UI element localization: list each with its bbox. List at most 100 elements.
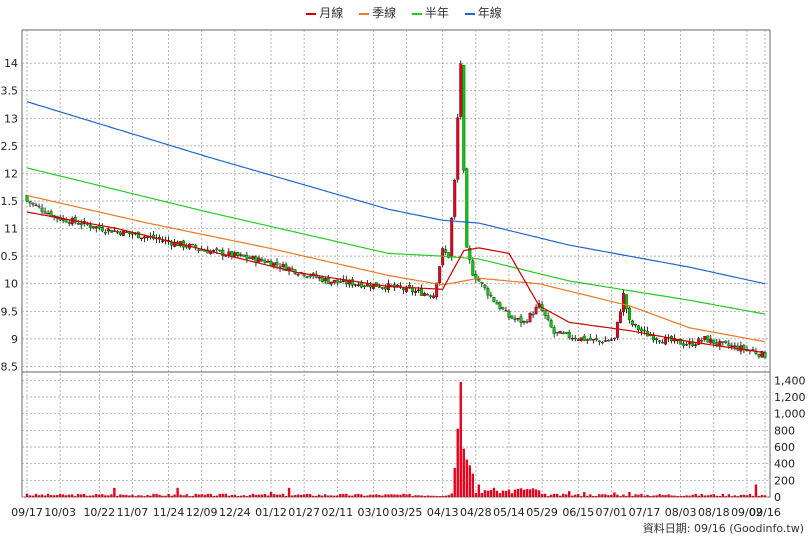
volume-bar [284, 496, 288, 497]
volume-bar [513, 489, 517, 497]
volume-bar [182, 495, 185, 497]
candle-body [396, 284, 399, 287]
candle-body [564, 332, 568, 334]
candle-body [712, 339, 716, 344]
candle-body [161, 240, 165, 242]
candle-body [543, 310, 547, 316]
candle-body [480, 282, 484, 284]
volume-bar [119, 494, 122, 497]
volume-bar [321, 495, 324, 497]
candle-body [525, 321, 529, 323]
volume-bar [369, 494, 372, 497]
volume-bar [239, 495, 243, 497]
volume-bar [293, 495, 297, 497]
candle-body [688, 342, 692, 345]
volume-bar [176, 487, 179, 497]
candle-body [423, 293, 427, 296]
volume-bar [558, 495, 562, 497]
volume-bar [152, 493, 155, 497]
volume-bar [260, 494, 264, 497]
volume-bar [721, 493, 725, 497]
volume-bar [754, 484, 758, 497]
price-tick-label: 13 [4, 112, 18, 125]
candle-body [426, 293, 430, 296]
volume-bar [528, 489, 532, 497]
candle-body [137, 231, 140, 239]
volume-bar [399, 494, 402, 497]
volume-bar [435, 495, 438, 497]
volume-bar [61, 494, 65, 497]
volume-bar [682, 495, 685, 497]
candle-body [600, 341, 604, 344]
candle-body [477, 279, 481, 282]
volume-bar [637, 494, 640, 497]
candle-body [495, 302, 499, 305]
volume-bar [568, 491, 571, 497]
candle-body [588, 337, 592, 341]
candle-body [140, 237, 143, 239]
candle-body [236, 252, 240, 256]
volume-bar [89, 495, 92, 497]
volume-bar [206, 493, 209, 497]
candle-body [362, 285, 366, 287]
volume-bar [179, 494, 182, 497]
volume-bar [580, 496, 583, 497]
candle-body [269, 260, 273, 267]
volume-bar [281, 493, 285, 497]
volume-bar [718, 495, 722, 497]
candle-body [284, 264, 288, 271]
volume-bar [664, 495, 667, 497]
volume-bar [360, 494, 363, 497]
volume-bar [143, 496, 146, 497]
candle-body [296, 274, 300, 276]
volume-bar [387, 494, 390, 497]
candle-body [579, 337, 583, 341]
volume-bar [330, 495, 333, 497]
candle-body [46, 212, 50, 215]
volume-bar [110, 494, 113, 497]
volume-bar [390, 494, 393, 497]
volume-bar [125, 494, 128, 497]
price-tick-label: 12 [4, 167, 18, 180]
candle-body [73, 216, 77, 223]
volume-bar [173, 494, 176, 497]
candle-body [739, 345, 743, 352]
candle-body [245, 254, 249, 259]
volume-bar [375, 494, 378, 497]
candle-body [724, 340, 728, 343]
candle-body [706, 335, 710, 343]
candle-body [715, 342, 719, 345]
ma-year-line [26, 101, 766, 285]
legend-year-label: 年線 [477, 6, 502, 20]
volume-bar [549, 494, 553, 497]
volume-bar [571, 495, 574, 497]
volume-tick-label: 200 [774, 474, 795, 487]
candle-body [323, 278, 327, 282]
volume-bar [257, 494, 261, 497]
volume-bar [486, 490, 490, 497]
candle-body [534, 307, 538, 315]
volume-bar [471, 473, 475, 497]
candle-body [218, 249, 222, 252]
candle-body [447, 252, 451, 258]
candle-body [275, 262, 279, 266]
volume-bar [736, 496, 740, 497]
volume-bar [441, 495, 444, 497]
volume-bar [610, 494, 613, 497]
volume-bar [354, 494, 357, 497]
volume-bar [646, 494, 649, 497]
ma-quarter-line [26, 194, 766, 343]
candle-body [242, 254, 246, 257]
candle-body [402, 288, 405, 291]
volume-bar [477, 484, 481, 497]
candle-body [317, 277, 321, 279]
volume-bar [263, 493, 267, 497]
candle-body [549, 320, 553, 328]
volume-bar [170, 495, 173, 497]
volume-bar [420, 495, 423, 497]
price-tick-label: 11.5 [0, 195, 18, 208]
volume-bar [155, 493, 158, 497]
candle-body [266, 260, 270, 263]
volume-bar [242, 495, 246, 497]
date-tick-label: 11/07 [117, 506, 149, 519]
